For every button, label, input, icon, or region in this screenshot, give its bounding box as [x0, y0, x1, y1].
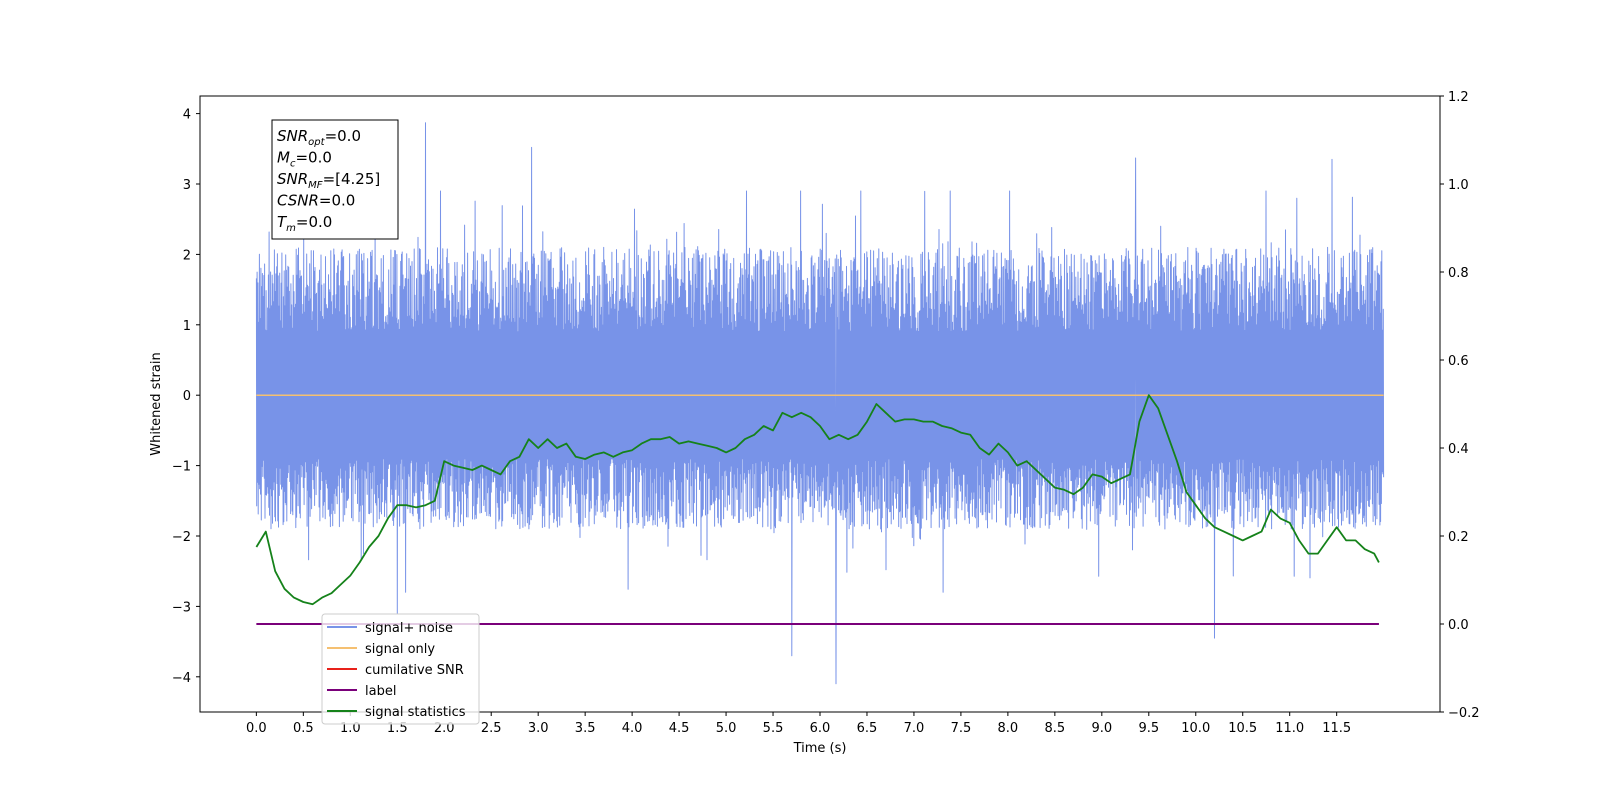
x-tick-label: 7.5 — [951, 721, 972, 736]
x-tick-label: 8.0 — [998, 721, 1019, 736]
legend-label: cumilative SNR — [365, 663, 464, 678]
y-right-tick-label: 1.2 — [1448, 90, 1469, 105]
x-tick-label: 1.0 — [340, 721, 361, 736]
x-tick-label: 4.0 — [622, 721, 643, 736]
x-tick-label: 5.0 — [716, 721, 737, 736]
y-left-tick-label: 1 — [183, 319, 191, 334]
y-left-tick-label: 2 — [183, 248, 191, 263]
x-axis-label: Time (s) — [793, 741, 847, 756]
x-tick-label: 3.0 — [528, 721, 549, 736]
legend-frame — [321, 613, 480, 725]
x-tick-label: 0.0 — [246, 721, 267, 736]
x-tick-label: 3.5 — [575, 721, 596, 736]
y-left-tick-label: −1 — [172, 460, 191, 475]
y-left-tick-label: −3 — [172, 600, 191, 615]
y-right-tick-label: 0.0 — [1448, 618, 1469, 633]
y-left-tick-label: 0 — [183, 389, 191, 404]
legend-label: signal only — [365, 642, 435, 657]
x-tick-label: 1.5 — [387, 721, 408, 736]
x-tick-label: 10.0 — [1181, 721, 1210, 736]
y-left-tick-label: 3 — [183, 178, 191, 193]
info-box-frame — [271, 119, 399, 240]
y-right-tick-label: 0.4 — [1448, 442, 1469, 457]
info-box-line: CSNR=0.0 — [277, 192, 355, 210]
x-tick-label: 2.0 — [434, 721, 455, 736]
legend: signal+ noise signal only cumilative SNR la… — [321, 613, 480, 725]
legend-label: signal statistics — [365, 705, 466, 720]
y-right-tick-label: 0.8 — [1448, 266, 1469, 281]
y-left-tick-label: −4 — [172, 671, 191, 686]
y-axis-label: Whitened strain — [149, 352, 164, 455]
x-tick-label: 7.0 — [904, 721, 925, 736]
series-signal-noise — [255, 122, 1385, 685]
y-left-tick-label: −2 — [172, 530, 191, 545]
legend-label: label — [365, 684, 396, 699]
x-tick-label: 9.0 — [1091, 721, 1112, 736]
y-right-tick-label: 1.0 — [1448, 178, 1469, 193]
axes: 0.0 0.5 1.0 1.5 2.0 2.5 3.0 3.5 4.0 4.5 5.0 5.5 6.0 6… — [172, 90, 1480, 736]
x-tick-label: 9.5 — [1138, 721, 1159, 736]
x-tick-label: 6.5 — [857, 721, 878, 736]
info-box-line: Tm=0.0 — [277, 213, 332, 234]
info-box-line: SNRopt=0.0 — [277, 127, 361, 148]
x-tick-label: 11.5 — [1322, 721, 1351, 736]
x-tick-label: 8.5 — [1045, 721, 1066, 736]
x-tick-label: 6.0 — [810, 721, 831, 736]
x-tick-label: 0.5 — [293, 721, 314, 736]
x-tick-label: 2.5 — [481, 721, 502, 736]
y-right-tick-label: 0.6 — [1448, 354, 1469, 369]
y-right-tick-label: 0.2 — [1448, 530, 1469, 545]
legend-label: signal+ noise — [365, 621, 453, 636]
x-tick-label: 10.5 — [1228, 721, 1257, 736]
info-box-line: SNRMF=[4.25] — [277, 170, 380, 191]
x-tick-label: 5.5 — [763, 721, 784, 736]
info-box-line: Mc=0.0 — [277, 149, 332, 170]
x-tick-label: 11.0 — [1275, 721, 1304, 736]
series-signal-statistics — [255, 394, 1380, 606]
y-right-tick-label: −0.2 — [1448, 706, 1480, 721]
y-left-tick-label: 4 — [183, 108, 191, 123]
x-tick-label: 4.5 — [669, 721, 690, 736]
